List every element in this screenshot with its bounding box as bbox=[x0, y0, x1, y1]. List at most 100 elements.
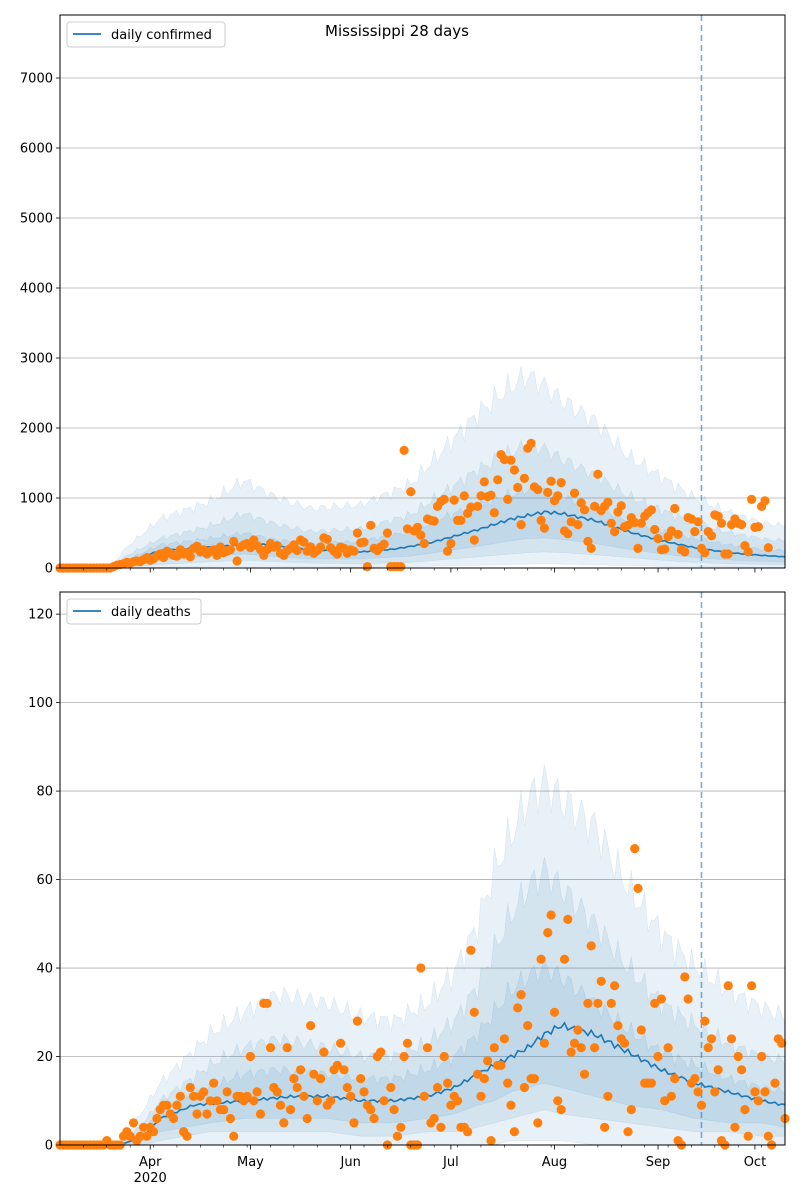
data-point bbox=[356, 1074, 366, 1084]
data-point bbox=[673, 529, 683, 540]
data-point bbox=[466, 502, 476, 512]
data-point bbox=[646, 505, 657, 515]
y-tick-label: 120 bbox=[28, 608, 53, 623]
data-point bbox=[466, 945, 476, 955]
data-point bbox=[610, 981, 620, 991]
data-point bbox=[262, 998, 272, 1009]
data-point bbox=[620, 1038, 630, 1048]
data-point bbox=[513, 1003, 523, 1013]
data-point bbox=[366, 1105, 376, 1115]
data-point bbox=[138, 1122, 149, 1132]
data-point bbox=[309, 1069, 319, 1079]
data-point bbox=[396, 562, 406, 572]
confirmed-panel: 0 1000 2000 3000 4000 5000 6000 7000 Mississipp… bbox=[20, 14, 786, 577]
data-point bbox=[265, 1043, 276, 1053]
data-point bbox=[556, 478, 566, 488]
data-point bbox=[730, 1122, 740, 1132]
y-tick-label: 80 bbox=[36, 785, 53, 800]
data-point bbox=[539, 523, 550, 533]
chart-title: Mississippi 28 days bbox=[325, 22, 469, 40]
data-point bbox=[539, 1038, 550, 1048]
data-point bbox=[306, 1021, 316, 1031]
data-point bbox=[473, 1069, 483, 1079]
data-point bbox=[543, 928, 553, 938]
confirmed-legend: daily confirmed bbox=[66, 21, 226, 48]
data-point bbox=[326, 1096, 336, 1106]
data-point bbox=[533, 485, 543, 495]
data-point bbox=[519, 473, 530, 483]
data-point bbox=[636, 518, 646, 528]
data-point bbox=[670, 1074, 680, 1084]
y-tick-label: 4000 bbox=[20, 282, 53, 297]
data-point bbox=[359, 537, 369, 547]
legend-box bbox=[66, 598, 202, 625]
data-point bbox=[202, 1109, 212, 1119]
deaths-x-axis: Apr May Jun Jul Aug Sep Oct bbox=[83, 1145, 766, 1170]
data-point bbox=[302, 1113, 312, 1124]
data-point bbox=[175, 1091, 185, 1101]
data-point bbox=[322, 534, 332, 544]
data-point bbox=[169, 1113, 179, 1124]
data-point bbox=[563, 529, 573, 539]
data-point bbox=[670, 503, 680, 514]
data-point bbox=[449, 495, 459, 505]
data-point bbox=[503, 1078, 513, 1088]
data-point bbox=[456, 515, 466, 526]
confirmed-y-axis: 0 1000 2000 3000 4000 5000 6000 7000 bbox=[20, 72, 60, 577]
data-point bbox=[743, 1131, 753, 1141]
data-point bbox=[590, 1043, 600, 1053]
data-point bbox=[416, 530, 426, 540]
data-point bbox=[299, 1091, 309, 1101]
deaths-axes-frame bbox=[59, 591, 786, 1146]
data-point bbox=[633, 543, 643, 554]
data-point bbox=[713, 1065, 723, 1075]
data-point bbox=[205, 1096, 215, 1106]
data-point bbox=[316, 1074, 326, 1084]
data-point bbox=[453, 1096, 463, 1106]
data-point bbox=[319, 1047, 329, 1057]
data-point bbox=[503, 494, 513, 504]
data-point bbox=[593, 998, 603, 1009]
data-point bbox=[583, 998, 593, 1009]
data-point bbox=[182, 1131, 192, 1141]
data-point bbox=[339, 1065, 349, 1075]
data-point bbox=[653, 1051, 663, 1062]
data-point bbox=[700, 1016, 710, 1026]
data-point bbox=[316, 542, 326, 552]
x-tick-label: Jul bbox=[442, 1155, 459, 1170]
data-point bbox=[650, 998, 660, 1009]
data-point bbox=[716, 518, 727, 528]
data-point bbox=[185, 1082, 195, 1093]
data-point bbox=[446, 538, 456, 549]
data-point bbox=[483, 1056, 493, 1066]
data-point bbox=[723, 549, 733, 559]
data-point bbox=[576, 1043, 586, 1053]
data-point bbox=[493, 475, 503, 485]
data-point bbox=[757, 1051, 767, 1062]
data-point bbox=[192, 1109, 202, 1119]
data-point bbox=[509, 1127, 519, 1137]
data-point bbox=[603, 1091, 613, 1101]
data-point bbox=[743, 547, 753, 557]
data-point bbox=[710, 1087, 720, 1097]
data-point bbox=[489, 1043, 499, 1053]
data-point bbox=[770, 1078, 780, 1088]
data-point bbox=[760, 496, 770, 506]
data-point bbox=[432, 1082, 443, 1093]
data-point bbox=[419, 1091, 429, 1101]
data-point bbox=[753, 1096, 763, 1106]
confirmed-x-axis bbox=[83, 568, 762, 573]
data-point bbox=[763, 543, 773, 553]
data-point bbox=[553, 491, 563, 501]
data-point bbox=[747, 494, 757, 504]
data-point bbox=[459, 491, 469, 501]
data-point bbox=[292, 1082, 302, 1093]
data-point bbox=[546, 910, 556, 920]
data-point bbox=[332, 1060, 342, 1070]
y-tick-label: 100 bbox=[28, 696, 53, 711]
data-point bbox=[473, 501, 483, 511]
data-point bbox=[706, 1034, 717, 1044]
data-point bbox=[379, 539, 389, 549]
data-point bbox=[563, 914, 573, 925]
data-point bbox=[352, 1016, 362, 1026]
